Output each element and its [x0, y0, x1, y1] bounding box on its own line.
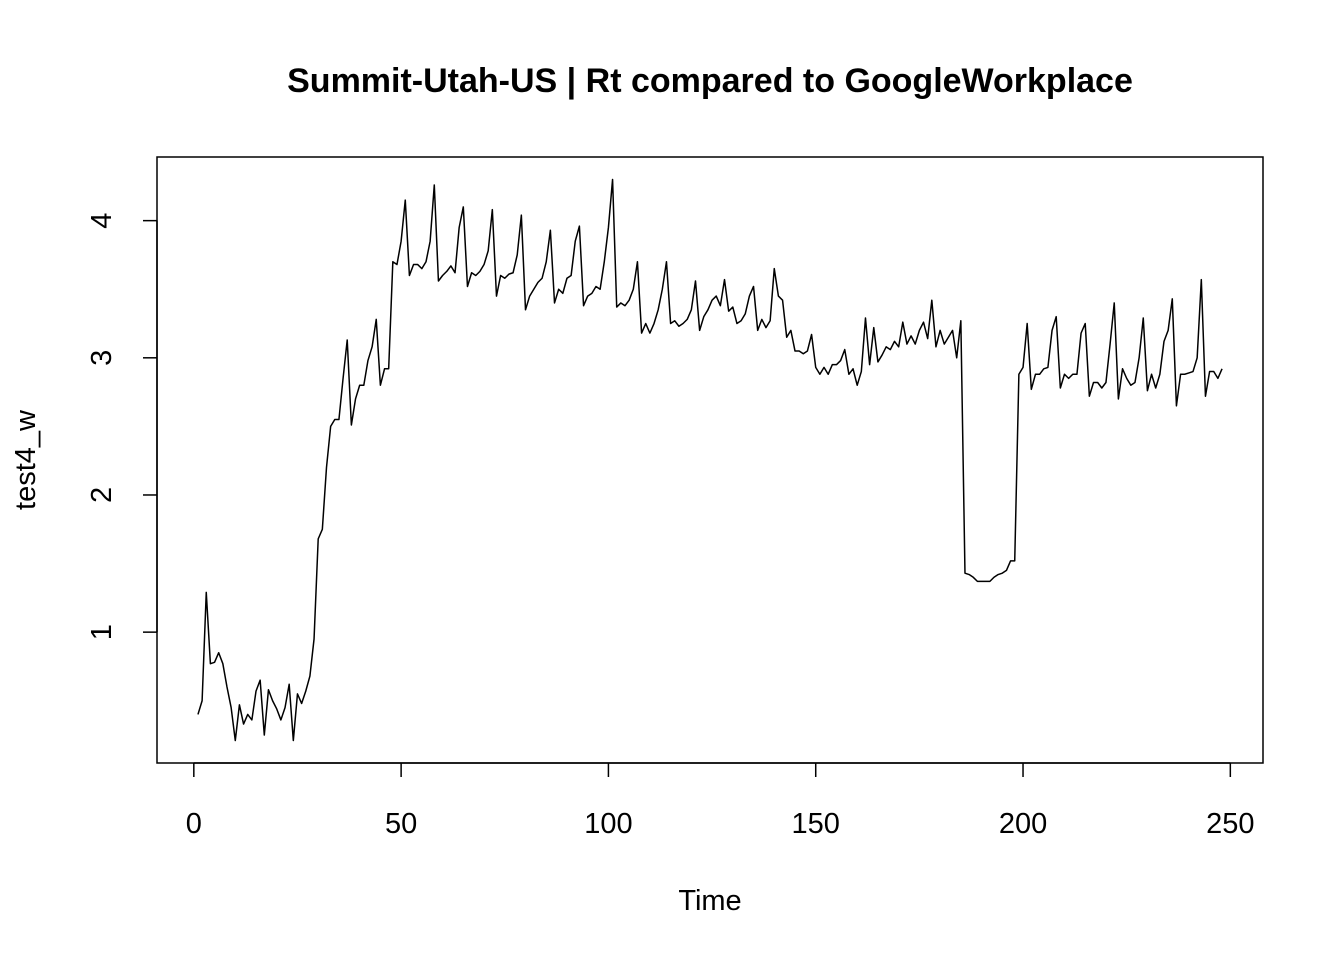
- x-tick-label: 200: [999, 808, 1047, 840]
- x-tick-label: 150: [792, 808, 840, 840]
- y-tick-label: 3: [86, 350, 118, 366]
- y-tick-label: 4: [86, 213, 118, 229]
- y-axis-label: test4_w: [10, 409, 42, 510]
- y-tick-label: 1: [86, 624, 118, 640]
- x-tick-label: 0: [186, 808, 202, 840]
- x-tick-label: 100: [584, 808, 632, 840]
- chart-title: Summit-Utah-US | Rt compared to GoogleWo…: [287, 62, 1133, 100]
- x-tick-label: 50: [385, 808, 417, 840]
- x-axis-label: Time: [678, 885, 741, 917]
- data-line: [197, 178, 1223, 742]
- y-tick-label: 2: [86, 487, 118, 503]
- x-tick-label: 250: [1206, 808, 1254, 840]
